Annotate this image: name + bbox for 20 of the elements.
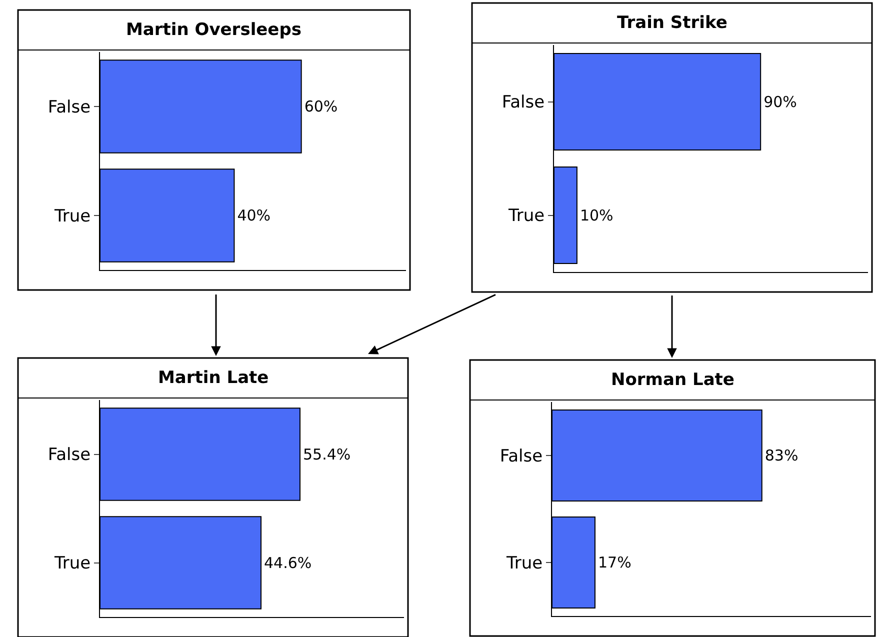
data-label: 83% xyxy=(764,446,798,464)
data-label: 55.4% xyxy=(303,445,351,464)
y-tick-label: False xyxy=(500,446,543,466)
y-tick-label: True xyxy=(505,553,543,574)
data-label: 60% xyxy=(304,98,338,116)
data-label: 44.6% xyxy=(264,554,312,572)
chart-title: Norman Late xyxy=(611,370,734,390)
chart-title: Martin Oversleeps xyxy=(126,20,302,40)
y-tick-label: True xyxy=(507,206,545,226)
y-tick-label: False xyxy=(48,445,91,466)
data-label: 90% xyxy=(764,92,797,111)
data-label: 10% xyxy=(580,206,614,224)
chart-title: Martin Late xyxy=(158,368,269,388)
chart-title: Train Strike xyxy=(617,13,728,33)
data-label: 17% xyxy=(598,554,632,572)
y-tick-label: False xyxy=(502,92,545,113)
y-tick-label: False xyxy=(48,97,91,118)
data-label: 40% xyxy=(237,206,271,225)
y-tick-label: True xyxy=(53,554,91,574)
y-tick-label: True xyxy=(53,206,91,226)
